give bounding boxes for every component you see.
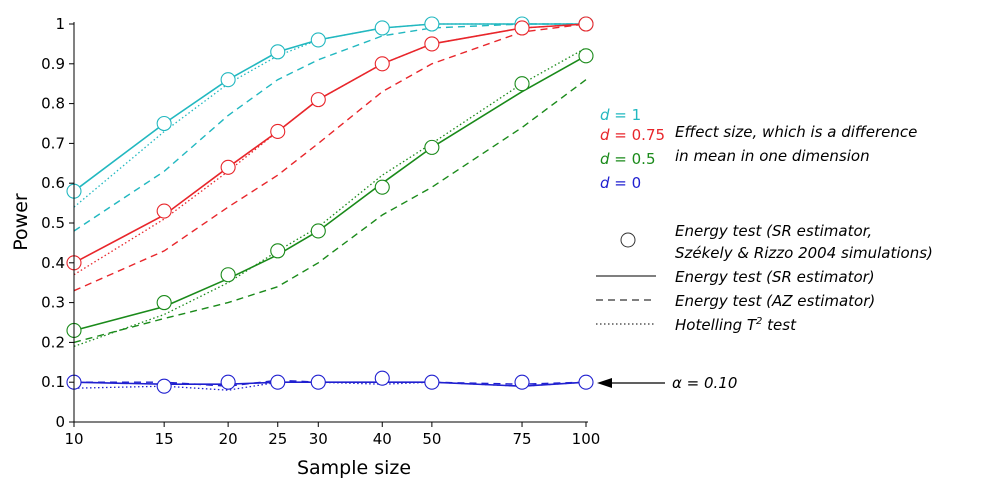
effect-size-note-line1: Effect size, which is a difference [675, 123, 917, 141]
sr-estimator-line [73, 55, 587, 332]
simulation-point [220, 72, 236, 88]
series-group-1 [66, 16, 594, 292]
hotelling-line [73, 23, 587, 276]
simulation-point [424, 139, 440, 155]
simulation-point [374, 370, 390, 386]
simulation-point [156, 295, 172, 311]
effect-size-labels: d = 1 d = 0.75 d = 0.5 d = 0 Effect size… [600, 106, 917, 192]
simulation-point [514, 374, 530, 390]
x-tick-label: 30 [309, 430, 328, 448]
d-label-05: d = 0.5 [600, 150, 656, 168]
simulation-point [578, 16, 594, 32]
simulation-point [578, 48, 594, 64]
legend-az: Energy test (AZ estimator) [675, 292, 875, 310]
simulation-point [514, 76, 530, 92]
y-tick-label: 0.4 [41, 254, 65, 272]
y-tick-label: 0.3 [41, 294, 65, 312]
simulation-point [374, 20, 390, 36]
simulation-point [270, 374, 286, 390]
simulation-point [578, 374, 594, 390]
y-tick-label: 0.2 [41, 333, 65, 351]
simulation-point [220, 159, 236, 175]
y-axis-title: Power [10, 193, 32, 251]
simulation-point [424, 36, 440, 52]
y-tick-label: 0.5 [41, 214, 65, 232]
y-tick-label: 0.7 [41, 134, 65, 152]
simulation-point [156, 115, 172, 132]
simulation-point [270, 44, 286, 60]
y-tick-label: 1 [55, 15, 65, 33]
x-tick-label: 75 [512, 430, 531, 448]
x-tick-label: 50 [422, 430, 441, 448]
d-label-075: d = 0.75 [600, 126, 665, 144]
simulation-point [270, 243, 286, 259]
y-tick-label: 0.9 [41, 55, 65, 73]
y-tick-label: 0.8 [41, 95, 65, 113]
x-tick-label: 100 [572, 430, 601, 448]
axes: 0 0.1 0.2 0.3 0.4 0.5 0.6 0.7 0.8 0.9 1 10 15 20 25 30 4… [41, 15, 600, 448]
simulation-point [374, 179, 390, 195]
az-estimator-line [73, 23, 587, 292]
d-label-1: d = 1 [600, 106, 641, 124]
simulation-point [156, 378, 172, 394]
simulation-point [270, 123, 286, 140]
series-group-0 [66, 16, 594, 232]
alpha-arrow-head [597, 378, 612, 388]
legend-sr: Energy test (SR estimator) [675, 268, 875, 286]
legend-hotelling: Hotelling T2 test [675, 316, 797, 334]
simulation-point [310, 223, 326, 239]
simulation-point [514, 20, 530, 36]
series-group-3 [66, 370, 594, 394]
legend-circle-marker [620, 232, 636, 248]
sr-estimator-line [73, 23, 586, 192]
sr-estimator-line [73, 23, 587, 264]
az-estimator-line [73, 79, 587, 344]
legend-circle-line2: Székely & Rizzo 2004 simulations) [675, 244, 933, 262]
x-tick-label: 40 [373, 430, 392, 448]
series-layer [66, 16, 594, 394]
effect-size-note-line2: in mean in one dimension [675, 147, 870, 165]
hotelling-line [73, 23, 586, 208]
x-tick-label: 15 [155, 430, 174, 448]
simulation-point [424, 374, 440, 390]
simulation-point [424, 16, 440, 32]
simulation-point [374, 56, 390, 72]
simulation-point [156, 203, 172, 219]
x-tick-label: 25 [268, 430, 287, 448]
simulation-point [310, 92, 326, 108]
x-tick-label: 10 [64, 430, 83, 448]
y-tick-label: 0 [55, 413, 65, 431]
simulation-point [220, 267, 236, 283]
y-tick-label: 0.1 [41, 373, 65, 391]
simulation-point [310, 32, 326, 48]
legend: Energy test (SR estimator, Székely & Riz… [596, 222, 933, 334]
x-tick-label: 20 [219, 430, 238, 448]
alpha-label: α = 0.10 [672, 374, 737, 392]
alpha-annotation: α = 0.10 [597, 374, 737, 392]
y-tick-label: 0.6 [41, 174, 65, 192]
simulation-point [220, 374, 236, 390]
simulation-point [310, 374, 326, 390]
x-axis-title: Sample size [297, 457, 411, 479]
legend-circle-line1: Energy test (SR estimator, [675, 222, 872, 240]
az-estimator-line [73, 23, 586, 232]
d-label-0: d = 0 [600, 174, 641, 192]
